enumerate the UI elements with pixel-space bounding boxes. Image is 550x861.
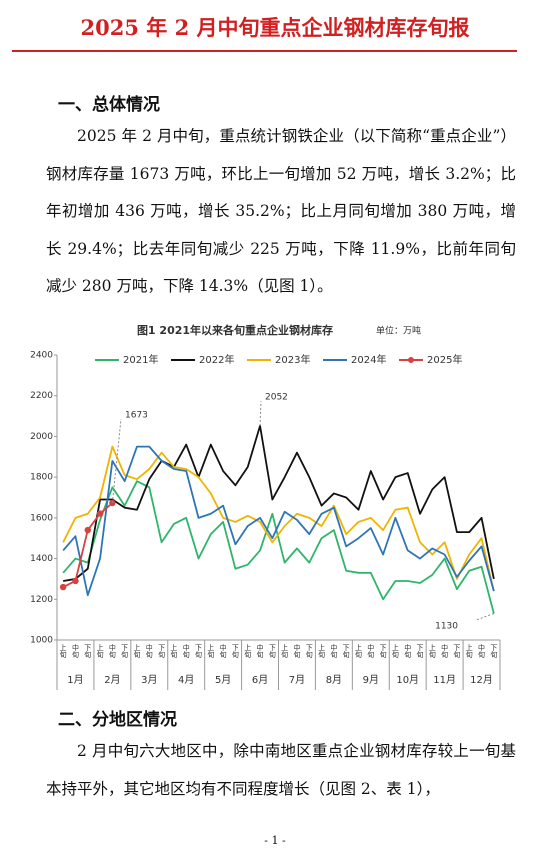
y-tick-label: 1200 <box>30 595 53 605</box>
x-tick-label: 中旬 <box>293 643 301 659</box>
x-tick-label: 上旬 <box>281 643 289 659</box>
doc-title: 2025 年 2 月中旬重点企业钢材库存旬报 <box>80 15 470 40</box>
page-number: - 1 - <box>264 834 286 847</box>
x-tick-label: 下旬 <box>195 644 203 659</box>
paragraph: 2025 年 2 月中旬，重点统计钢铁企业（以下简称“重点企业”）钢材库存量 1… <box>46 127 516 295</box>
paragraph: 2 月中旬六大地区中，除中南地区重点企业钢材库存较上一旬基本持平外，其它地区均有… <box>46 742 516 798</box>
annotation: 1673 <box>125 411 148 421</box>
y-tick-label: 1400 <box>30 554 53 564</box>
y-tick-label: 1600 <box>30 513 53 523</box>
month-label: 8月 <box>326 674 342 686</box>
x-tick-label: 上旬 <box>465 643 473 659</box>
chart-unit: 单位：万吨 <box>376 325 421 337</box>
leader-line <box>259 400 262 426</box>
y-tick-label: 1800 <box>30 473 53 483</box>
line-series <box>62 445 495 597</box>
point <box>96 510 104 517</box>
x-tick-label: 上旬 <box>391 643 399 659</box>
x-tick-label: 上旬 <box>96 643 104 659</box>
x-tick-label: 上旬 <box>354 643 362 659</box>
month-label: 11月 <box>433 674 456 686</box>
month-label: 6月 <box>252 674 268 686</box>
point <box>72 577 79 585</box>
month-label: 4月 <box>178 674 194 686</box>
chart-title: 图1 2021年以来各旬重点企业钢材库存 <box>137 323 333 337</box>
line-series <box>62 445 495 592</box>
y-tick-label: 1000 <box>30 636 53 646</box>
x-tick-label: 下旬 <box>121 644 129 659</box>
section-heading: 二、分地区情况 <box>58 710 177 730</box>
annotation: 2052 <box>265 393 288 403</box>
line-series <box>63 424 495 582</box>
x-tick-label: 下旬 <box>268 644 276 659</box>
x-tick-label: 下旬 <box>416 644 424 659</box>
y-tick-label: 2200 <box>30 391 53 401</box>
annotation: 1130 <box>435 622 458 632</box>
x-tick-label: 中旬 <box>256 643 264 659</box>
leader-line <box>475 613 495 621</box>
legend-marker <box>408 357 414 363</box>
legend-label: 2021年 <box>123 353 158 366</box>
x-tick-label: 中旬 <box>367 643 375 659</box>
leader-line <box>111 418 122 504</box>
month-label: 2月 <box>104 674 120 686</box>
x-tick-label: 上旬 <box>207 643 215 659</box>
y-tick-label: 2000 <box>30 432 53 442</box>
x-tick-label: 下旬 <box>158 644 166 659</box>
x-tick-label: 下旬 <box>305 644 313 659</box>
x-tick-label: 中旬 <box>108 643 116 659</box>
x-tick-label: 上旬 <box>59 643 67 659</box>
month-label: 10月 <box>396 674 419 686</box>
point <box>84 526 91 534</box>
x-tick-label: 中旬 <box>71 643 79 659</box>
x-tick-label: 下旬 <box>379 644 387 659</box>
month-label: 5月 <box>215 674 231 686</box>
chart: 图1 2021年以来各旬重点企业钢材库存 单位：万吨 1000 1200 1400 1… <box>30 323 501 690</box>
x-tick-label: 中旬 <box>330 643 338 659</box>
legend-label: 2024年 <box>351 353 386 366</box>
x-tick-label: 中旬 <box>441 643 449 659</box>
month-label: 12月 <box>470 674 493 686</box>
x-tick-label: 上旬 <box>428 643 436 659</box>
title-rule <box>12 50 517 52</box>
line-series <box>62 480 495 614</box>
y-tick-label: 2400 <box>30 351 53 361</box>
month-label: 1月 <box>67 674 83 686</box>
x-tick-label: 下旬 <box>453 644 461 659</box>
x-tick-label: 上旬 <box>244 643 252 659</box>
x-tick-label: 中旬 <box>478 643 486 659</box>
month-label: 7月 <box>289 674 305 686</box>
x-tick-label: 中旬 <box>182 643 190 659</box>
x-tick-label: 中旬 <box>145 643 153 659</box>
month-label: 9月 <box>363 674 379 686</box>
x-tick-label: 下旬 <box>84 644 92 659</box>
x-tick-label: 下旬 <box>490 644 498 659</box>
legend-label: 2025年 <box>427 353 462 366</box>
point <box>59 583 67 591</box>
legend-label: 2022年 <box>199 353 234 366</box>
month-label: 3月 <box>141 674 157 686</box>
x-tick-label: 中旬 <box>404 643 412 659</box>
legend-label: 2023年 <box>275 353 310 366</box>
x-tick-label: 上旬 <box>318 643 326 659</box>
x-tick-label: 中旬 <box>219 643 227 659</box>
x-tick-label: 上旬 <box>133 643 141 659</box>
x-tick-label: 下旬 <box>231 644 239 659</box>
x-tick-label: 下旬 <box>342 644 350 659</box>
x-tick-label: 上旬 <box>170 643 178 659</box>
section-heading: 一、总体情况 <box>58 95 160 115</box>
